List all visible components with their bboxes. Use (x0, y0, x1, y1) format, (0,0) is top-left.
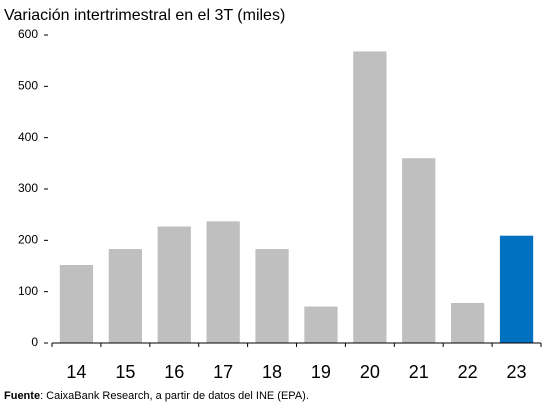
y-tick-label: 600 (18, 27, 38, 41)
y-tick-label: 100 (18, 284, 38, 298)
bar (353, 51, 387, 343)
bar (108, 249, 142, 343)
bar (206, 221, 240, 343)
y-tick-label: 200 (18, 233, 38, 247)
y-tick-label: 300 (18, 181, 38, 195)
chart-title: Variación intertrimestral en el 3T (mile… (4, 7, 285, 24)
x-tick-label: 15 (115, 362, 135, 382)
x-tick-label: 19 (311, 362, 331, 382)
bar (59, 264, 94, 343)
x-tick-label: 20 (360, 362, 380, 382)
bar (402, 158, 436, 343)
y-tick-label: 400 (18, 130, 38, 144)
bar (157, 226, 191, 343)
y-tick-label: 500 (18, 79, 38, 93)
bar (499, 235, 534, 343)
x-tick-label: 22 (458, 362, 478, 382)
x-tick-label: 16 (164, 362, 184, 382)
x-tick-label: 23 (507, 362, 527, 382)
x-tick-label: 21 (409, 362, 429, 382)
source-label: Fuente (4, 390, 40, 402)
y-tick-label: 0 (31, 335, 38, 349)
bar (451, 302, 485, 343)
bar (255, 249, 289, 343)
x-tick-label: 17 (213, 362, 233, 382)
x-tick-label: 14 (66, 362, 86, 382)
source-text: : CaixaBank Research, a partir de datos … (40, 390, 309, 402)
x-tick-label: 18 (262, 362, 282, 382)
bar (304, 306, 338, 343)
source-note: Fuente: CaixaBank Research, a partir de … (4, 390, 309, 402)
